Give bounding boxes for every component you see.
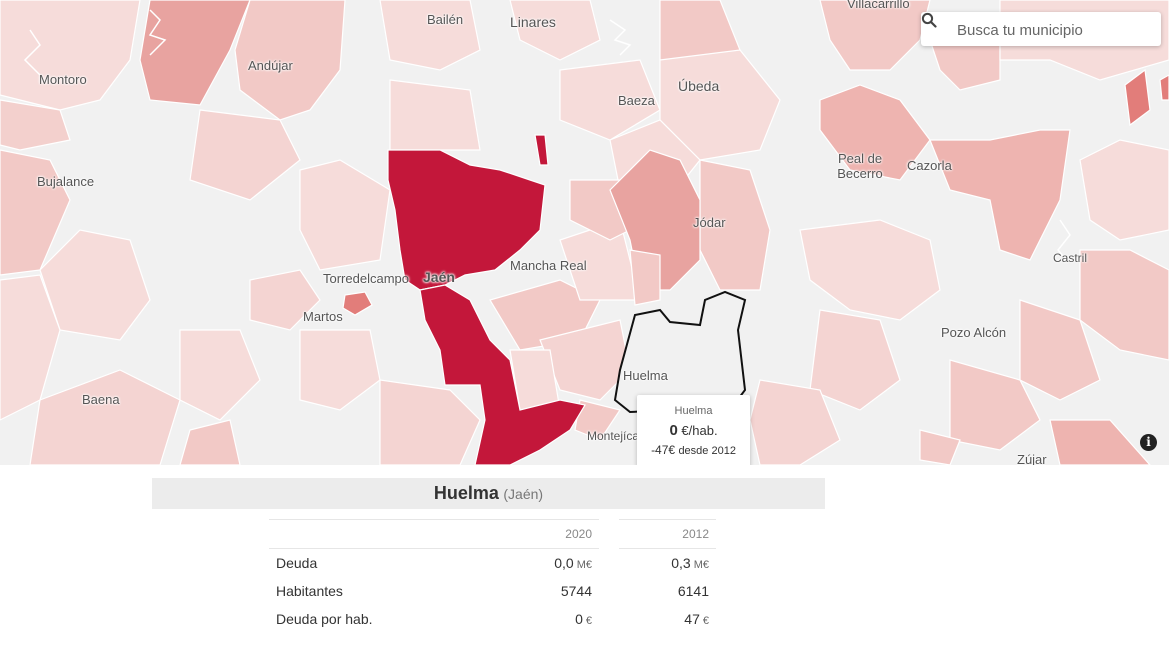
town-label: Montoro xyxy=(39,72,87,87)
town-label: Montejícar xyxy=(587,429,644,443)
map-tooltip: Huelma 0 €/hab. -47€ desde 2012 xyxy=(637,395,750,465)
town-label: Torredelcampo xyxy=(323,271,409,286)
town-label: Peal de Becerro xyxy=(837,151,883,181)
town-label: Baena xyxy=(82,392,120,407)
town-label: Jódar xyxy=(693,215,726,230)
tooltip-change-suffix: desde 2012 xyxy=(678,445,736,457)
search-icon xyxy=(921,12,937,28)
municipality-title-bar: Huelma (Jaén) xyxy=(152,478,825,509)
tooltip-unit: €/hab. xyxy=(681,423,718,438)
town-label: Úbeda xyxy=(678,78,720,94)
town-label: Jaén xyxy=(423,269,455,285)
value-2012: 47 xyxy=(684,611,700,627)
town-label: Castril xyxy=(1053,251,1088,265)
column-header: 2012 xyxy=(619,519,716,549)
unit-label: € xyxy=(585,615,592,627)
choropleth-map[interactable]: Villacarrillo Bailén Linares Montoro And… xyxy=(0,0,1169,465)
column-header: 2020 xyxy=(486,519,599,549)
province-name: (Jaén) xyxy=(503,486,544,502)
unit-label: € xyxy=(702,615,709,627)
town-label: Villacarrillo xyxy=(847,0,910,11)
town-label: Bujalance xyxy=(37,174,95,189)
town-label: Baeza xyxy=(618,93,655,108)
value-2012: 0,3 xyxy=(671,555,691,571)
unit-label: M€ xyxy=(693,559,709,571)
town-label: Andújar xyxy=(248,58,293,73)
tooltip-value: 0 xyxy=(669,422,678,439)
debt-stats-table: 2020 2012 Deuda 0,0 M€ 0,3 M€ Habitantes 5… xyxy=(269,519,716,633)
town-label: Pozo Alcón xyxy=(941,325,1007,340)
town-label: Bailén xyxy=(427,12,464,27)
town-label: Linares xyxy=(510,14,556,30)
value-2012: 6141 xyxy=(677,583,709,599)
info-icon[interactable]: i xyxy=(1140,434,1157,451)
unit-label: M€ xyxy=(576,559,592,571)
town-label: Zújar xyxy=(1017,452,1047,465)
selected-municipality-outline xyxy=(613,290,747,417)
value-2020: 5744 xyxy=(560,583,592,599)
value-2020: 0,0 xyxy=(554,555,574,571)
value-2020: 0 xyxy=(575,611,583,627)
table-row: Deuda 0,0 M€ 0,3 M€ xyxy=(269,549,716,578)
tooltip-municipality: Huelma xyxy=(674,405,713,417)
search-input[interactable] xyxy=(955,17,1155,43)
tooltip-change: -47€ xyxy=(651,443,676,457)
row-label: Deuda xyxy=(276,555,318,571)
town-label: Mancha Real xyxy=(510,258,587,273)
row-label: Deuda por hab. xyxy=(276,611,373,627)
table-header-row: 2020 2012 xyxy=(269,519,716,549)
map-regions[interactable] xyxy=(0,0,1169,465)
town-label: Martos xyxy=(303,309,343,324)
high-debt-municipality xyxy=(387,134,586,465)
town-label: Cazorla xyxy=(907,158,952,173)
table-row: Habitantes 5744 6141 xyxy=(269,577,716,605)
table-row: Deuda por hab. 0 € 47 € xyxy=(269,605,716,633)
row-label: Habitantes xyxy=(276,583,343,599)
municipality-name: Huelma xyxy=(433,483,499,503)
town-label: Huelma xyxy=(623,368,668,383)
municipality-search[interactable] xyxy=(921,12,1161,46)
